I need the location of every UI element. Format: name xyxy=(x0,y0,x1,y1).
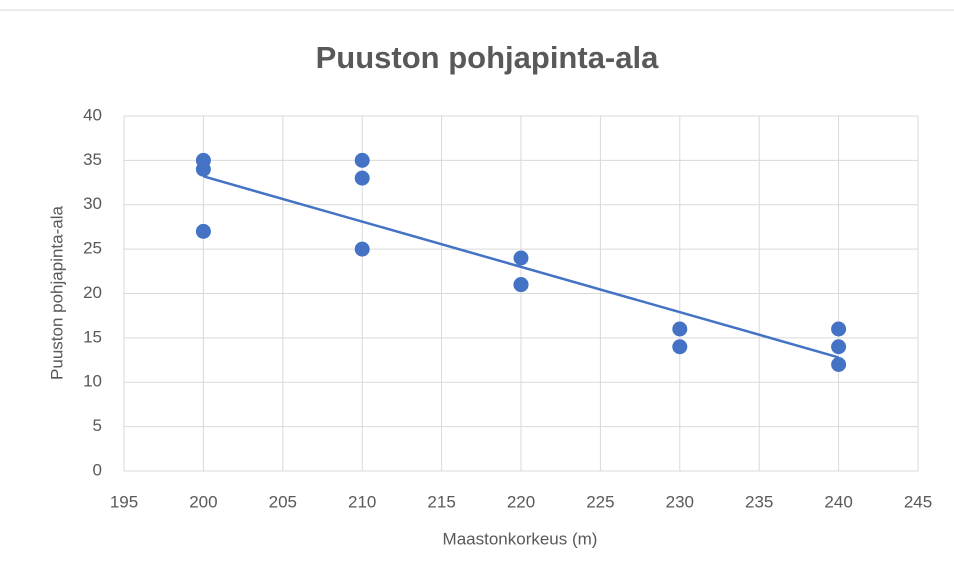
y-tick-label: 30 xyxy=(83,194,102,213)
x-tick-label: 215 xyxy=(427,492,455,511)
x-tick-label: 240 xyxy=(824,492,852,511)
y-tick-label: 10 xyxy=(83,372,102,391)
point xyxy=(513,250,529,266)
point xyxy=(831,321,847,337)
chart-title: Puuston pohjapinta-ala xyxy=(316,40,659,75)
point xyxy=(831,339,847,355)
x-axis-title: Maastonkorkeus (m) xyxy=(443,529,598,548)
x-tick-label: 230 xyxy=(666,492,694,511)
x-tick-label: 200 xyxy=(189,492,217,511)
y-tick-label: 5 xyxy=(93,416,102,435)
point xyxy=(831,357,847,372)
point xyxy=(354,170,370,186)
point xyxy=(195,223,211,239)
y-tick-label: 20 xyxy=(83,283,102,302)
trendline xyxy=(203,175,839,359)
y-tick-label: 0 xyxy=(93,460,102,479)
x-tick-label: 245 xyxy=(904,492,932,511)
point xyxy=(354,152,370,168)
y-tick-label: 25 xyxy=(83,239,102,258)
point xyxy=(195,161,211,177)
point xyxy=(672,339,688,355)
y-tick-label: 40 xyxy=(83,105,102,124)
x-tick-label: 220 xyxy=(507,492,535,511)
x-tick-label: 225 xyxy=(586,492,614,511)
x-tick-label: 195 xyxy=(110,492,138,511)
y-axis-title: Puuston pohjapinta-ala xyxy=(47,206,66,380)
x-tick-label: 205 xyxy=(269,492,297,511)
y-tick-label: 15 xyxy=(83,327,102,346)
x-tick-label: 235 xyxy=(745,492,773,511)
x-tick-label: 210 xyxy=(348,492,376,511)
point xyxy=(354,241,370,257)
y-tick-label: 35 xyxy=(83,150,102,169)
point xyxy=(513,277,529,293)
point xyxy=(672,321,688,337)
